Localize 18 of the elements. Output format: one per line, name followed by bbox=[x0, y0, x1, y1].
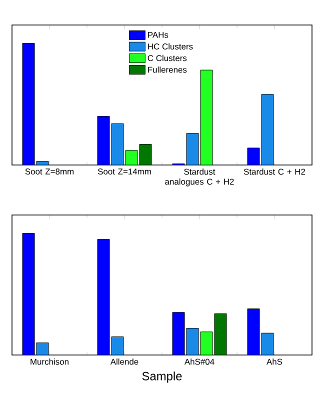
bar bbox=[200, 70, 213, 165]
legend-label: PAHs bbox=[148, 32, 168, 38]
x-tick-label: Murchison bbox=[30, 358, 68, 365]
legend-label: HC Clusters bbox=[148, 43, 193, 50]
x-tick-label: Soot Z=8mm bbox=[25, 168, 74, 175]
x-axis-title: Sample bbox=[142, 372, 182, 383]
legend-label: C Clusters bbox=[148, 54, 187, 62]
x-tick-label: Allende bbox=[110, 358, 138, 365]
x-tick-label: Stardust C + H2 bbox=[244, 168, 306, 175]
x-tick-label: Soot Z=14mm bbox=[98, 168, 151, 175]
x-tick-label: Stardust analogues C + H2 bbox=[165, 168, 234, 186]
bar bbox=[247, 308, 260, 355]
bar bbox=[22, 233, 35, 355]
x-tick-label: AhS#04 bbox=[184, 358, 214, 365]
x-tick-label: AhS bbox=[266, 358, 282, 365]
bar bbox=[172, 312, 185, 355]
legend-label: Fullerenes bbox=[148, 66, 187, 73]
bar bbox=[97, 239, 110, 355]
